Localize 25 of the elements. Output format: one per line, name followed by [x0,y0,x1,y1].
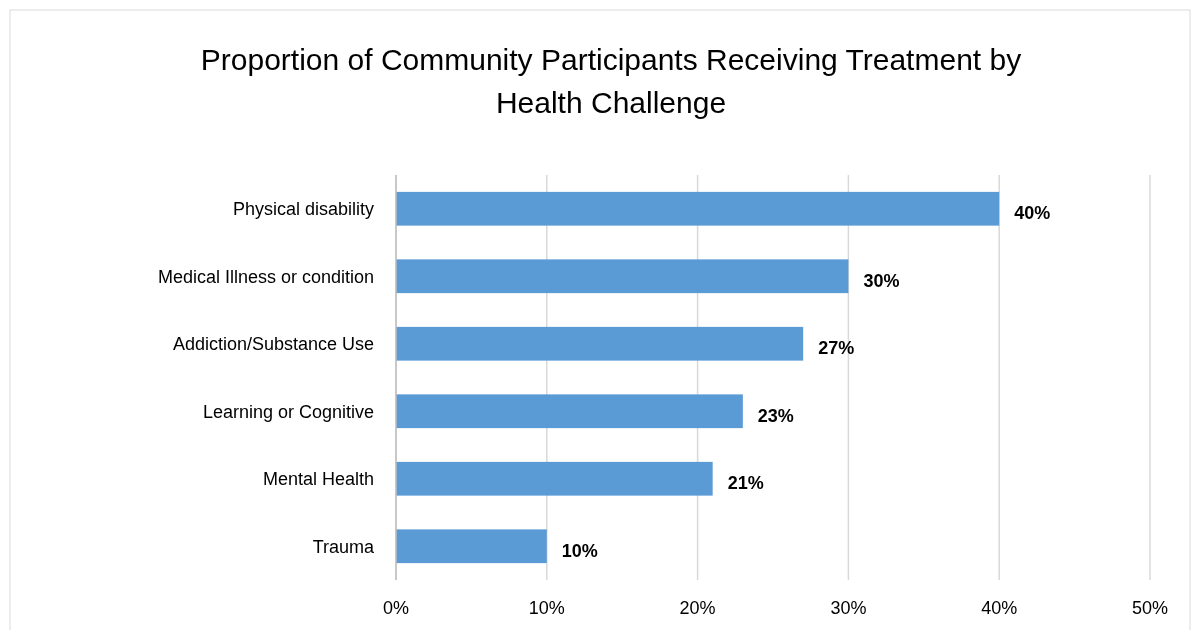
bar [396,394,743,429]
bar [396,461,713,496]
x-tick-label: 40% [981,598,1018,618]
y-tick-label: Mental Health [262,469,374,490]
data-label: 23% [757,405,794,426]
bar [396,326,804,361]
y-tick-label: Addiction/Substance Use [172,334,374,355]
y-tick-label: Physical disability [232,199,374,220]
data-label: 30% [863,270,900,291]
y-tick-label: Medical Illness or condition [157,266,374,287]
bar [396,191,1000,226]
x-tick-label: 10% [528,598,565,618]
data-label: 10% [561,540,598,561]
y-tick-label: Learning or Cognitive [202,401,374,422]
x-tick-label: 0% [382,598,410,618]
chart-title: Proportion of Community Participants Receiving Treatment by Health Challenge [200,43,1022,119]
bar [396,259,849,294]
x-tick-label: 30% [830,598,867,618]
data-label: 21% [727,473,764,494]
bar [396,529,547,564]
x-tick-label: 50% [1131,598,1169,618]
data-label: 40% [1014,203,1051,224]
data-label: 27% [818,338,855,359]
x-tick-label: 20% [679,598,716,618]
y-tick-label: Trauma [312,536,375,557]
